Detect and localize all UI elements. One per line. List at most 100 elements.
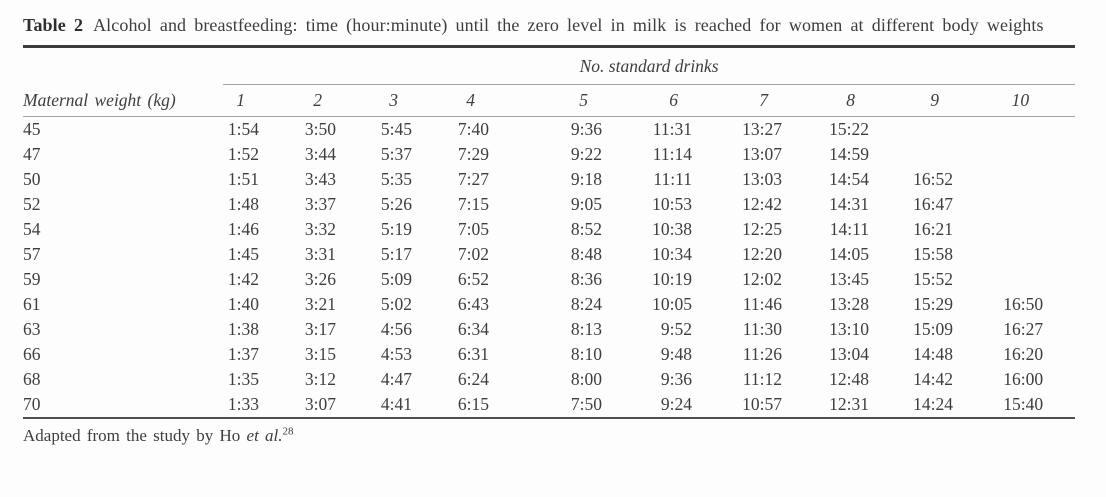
time-cell: 1:33 [227,394,259,414]
table-row: 50 1:51 3:43 5:35 7:27 9:18 11:11 13:03 14:54 16:… [23,167,1075,192]
time-cell: 15:22 [829,119,869,139]
time-cell [953,117,1075,143]
time-cell: 6:15 [457,394,489,414]
time-cell: 3:37 [304,194,336,214]
time-cell: 11:31 [652,119,692,139]
time-cell: 13:45 [829,269,869,289]
table-caption-label: Table 2 [23,15,84,35]
maternal-weight-cell: 68 [23,369,41,389]
time-cell: 14:24 [913,394,953,414]
time-cell [869,142,953,167]
group-header-row: No. standard drinks [23,46,1076,85]
time-cell: 8:00 [570,369,602,389]
time-cell: 16:00 [1003,369,1044,389]
table-row: 61 1:40 3:21 5:02 6:43 8:24 10:05 11:46 13:28 15:… [23,292,1075,317]
maternal-weight-cell: 57 [23,244,41,264]
time-cell: 16:52 [913,169,953,189]
time-cell: 9:36 [570,119,602,139]
time-cell: 13:28 [829,294,869,314]
footnote-reference-number: 28 [282,425,294,438]
time-cell: 1:45 [227,244,259,264]
time-cell: 9:05 [570,194,602,214]
drink-count-header: 9 [869,84,953,117]
time-cell: 1:48 [227,194,259,214]
maternal-weight-cell: 59 [23,269,41,289]
time-cell: 1:38 [227,319,259,339]
maternal-weight-cell: 50 [23,169,41,189]
time-cell [953,167,1075,192]
time-cell: 11:26 [742,344,782,364]
time-cell: 13:10 [829,319,869,339]
time-cell: 8:52 [570,219,602,239]
drink-count-header: 10 [953,84,1076,117]
time-cell: 10:19 [652,269,692,289]
maternal-weight-cell: 63 [23,319,41,339]
time-cell: 12:25 [742,219,782,239]
time-cell: 3:43 [304,169,336,189]
time-cell: 9:24 [660,394,692,414]
time-cell: 16:21 [913,219,953,239]
maternal-weight-cell: 66 [23,344,41,364]
time-cell: 16:47 [913,194,953,214]
drink-count-header: 8 [782,84,869,117]
time-cell: 6:24 [457,369,489,389]
time-cell: 1:35 [227,369,259,389]
time-cell: 11:11 [653,169,692,189]
time-cell: 8:24 [570,294,602,314]
time-cell: 3:44 [304,144,336,164]
maternal-weight-cell: 52 [23,194,41,214]
time-cell: 12:20 [742,244,782,264]
table-row: 59 1:42 3:26 5:09 6:52 8:36 10:19 12:02 13:45 15:… [23,267,1075,292]
time-cell: 14:05 [829,244,869,264]
time-cell: 3:21 [304,294,336,314]
time-cell: 14:31 [829,194,869,214]
time-cell: 3:12 [304,369,336,389]
time-cell: 5:19 [380,219,412,239]
time-cell: 7:15 [457,194,489,214]
time-cell: 7:05 [457,219,489,239]
time-cell [953,142,1075,167]
footnote-etal: et al. [246,426,283,445]
time-cell: 5:09 [380,269,412,289]
time-cell: 11:30 [742,319,782,339]
time-cell [953,267,1075,292]
time-cell [953,242,1075,267]
table-row: 52 1:48 3:37 5:26 7:15 9:05 10:53 12:42 14:31 16:… [23,192,1075,217]
time-cell: 5:35 [380,169,412,189]
time-cell: 1:51 [227,169,259,189]
time-cell: 11:46 [742,294,782,314]
footnote: Adapted from the study by Ho et al.28 [23,426,1079,446]
time-cell: 3:07 [304,394,336,414]
time-cell: 15:58 [913,244,953,264]
table-caption-text: Alcohol and breastfeeding: time (hour:mi… [93,15,1044,35]
time-cell: 7:40 [457,119,489,139]
time-cell: 13:03 [742,169,782,189]
maternal-weight-cell: 70 [23,394,41,414]
time-cell: 13:07 [742,144,782,164]
table-caption: Table 2 Alcohol and breastfeeding: time (… [23,12,1079,38]
time-cell: 5:45 [380,119,412,139]
time-cell: 6:43 [457,294,489,314]
time-cell: 16:27 [1003,319,1044,339]
time-cell [953,217,1075,242]
maternal-weight-cell: 54 [23,219,41,239]
time-cell: 8:48 [570,244,602,264]
time-cell: 7:50 [570,394,602,414]
drink-count-header: 1 [223,84,259,117]
time-cell: 9:22 [570,144,602,164]
time-cell: 13:04 [829,344,869,364]
table-row: 63 1:38 3:17 4:56 6:34 8:13 9:52 11:30 13:10 15:0… [23,317,1075,342]
table-row: 45 1:54 3:50 5:45 7:40 9:36 11:31 13:27 15:22 [23,117,1075,143]
time-cell: 11:12 [742,369,782,389]
time-cell: 11:14 [652,144,692,164]
time-cell: 8:10 [570,344,602,364]
time-cell: 12:48 [829,369,869,389]
table-row: 47 1:52 3:44 5:37 7:29 9:22 11:14 13:07 14:59 [23,142,1075,167]
time-cell: 7:29 [457,144,489,164]
time-cell: 5:02 [380,294,412,314]
time-cell: 15:52 [913,269,953,289]
time-cell: 9:52 [660,319,692,339]
time-cell: 14:11 [829,219,869,239]
time-cell: 6:52 [457,269,489,289]
